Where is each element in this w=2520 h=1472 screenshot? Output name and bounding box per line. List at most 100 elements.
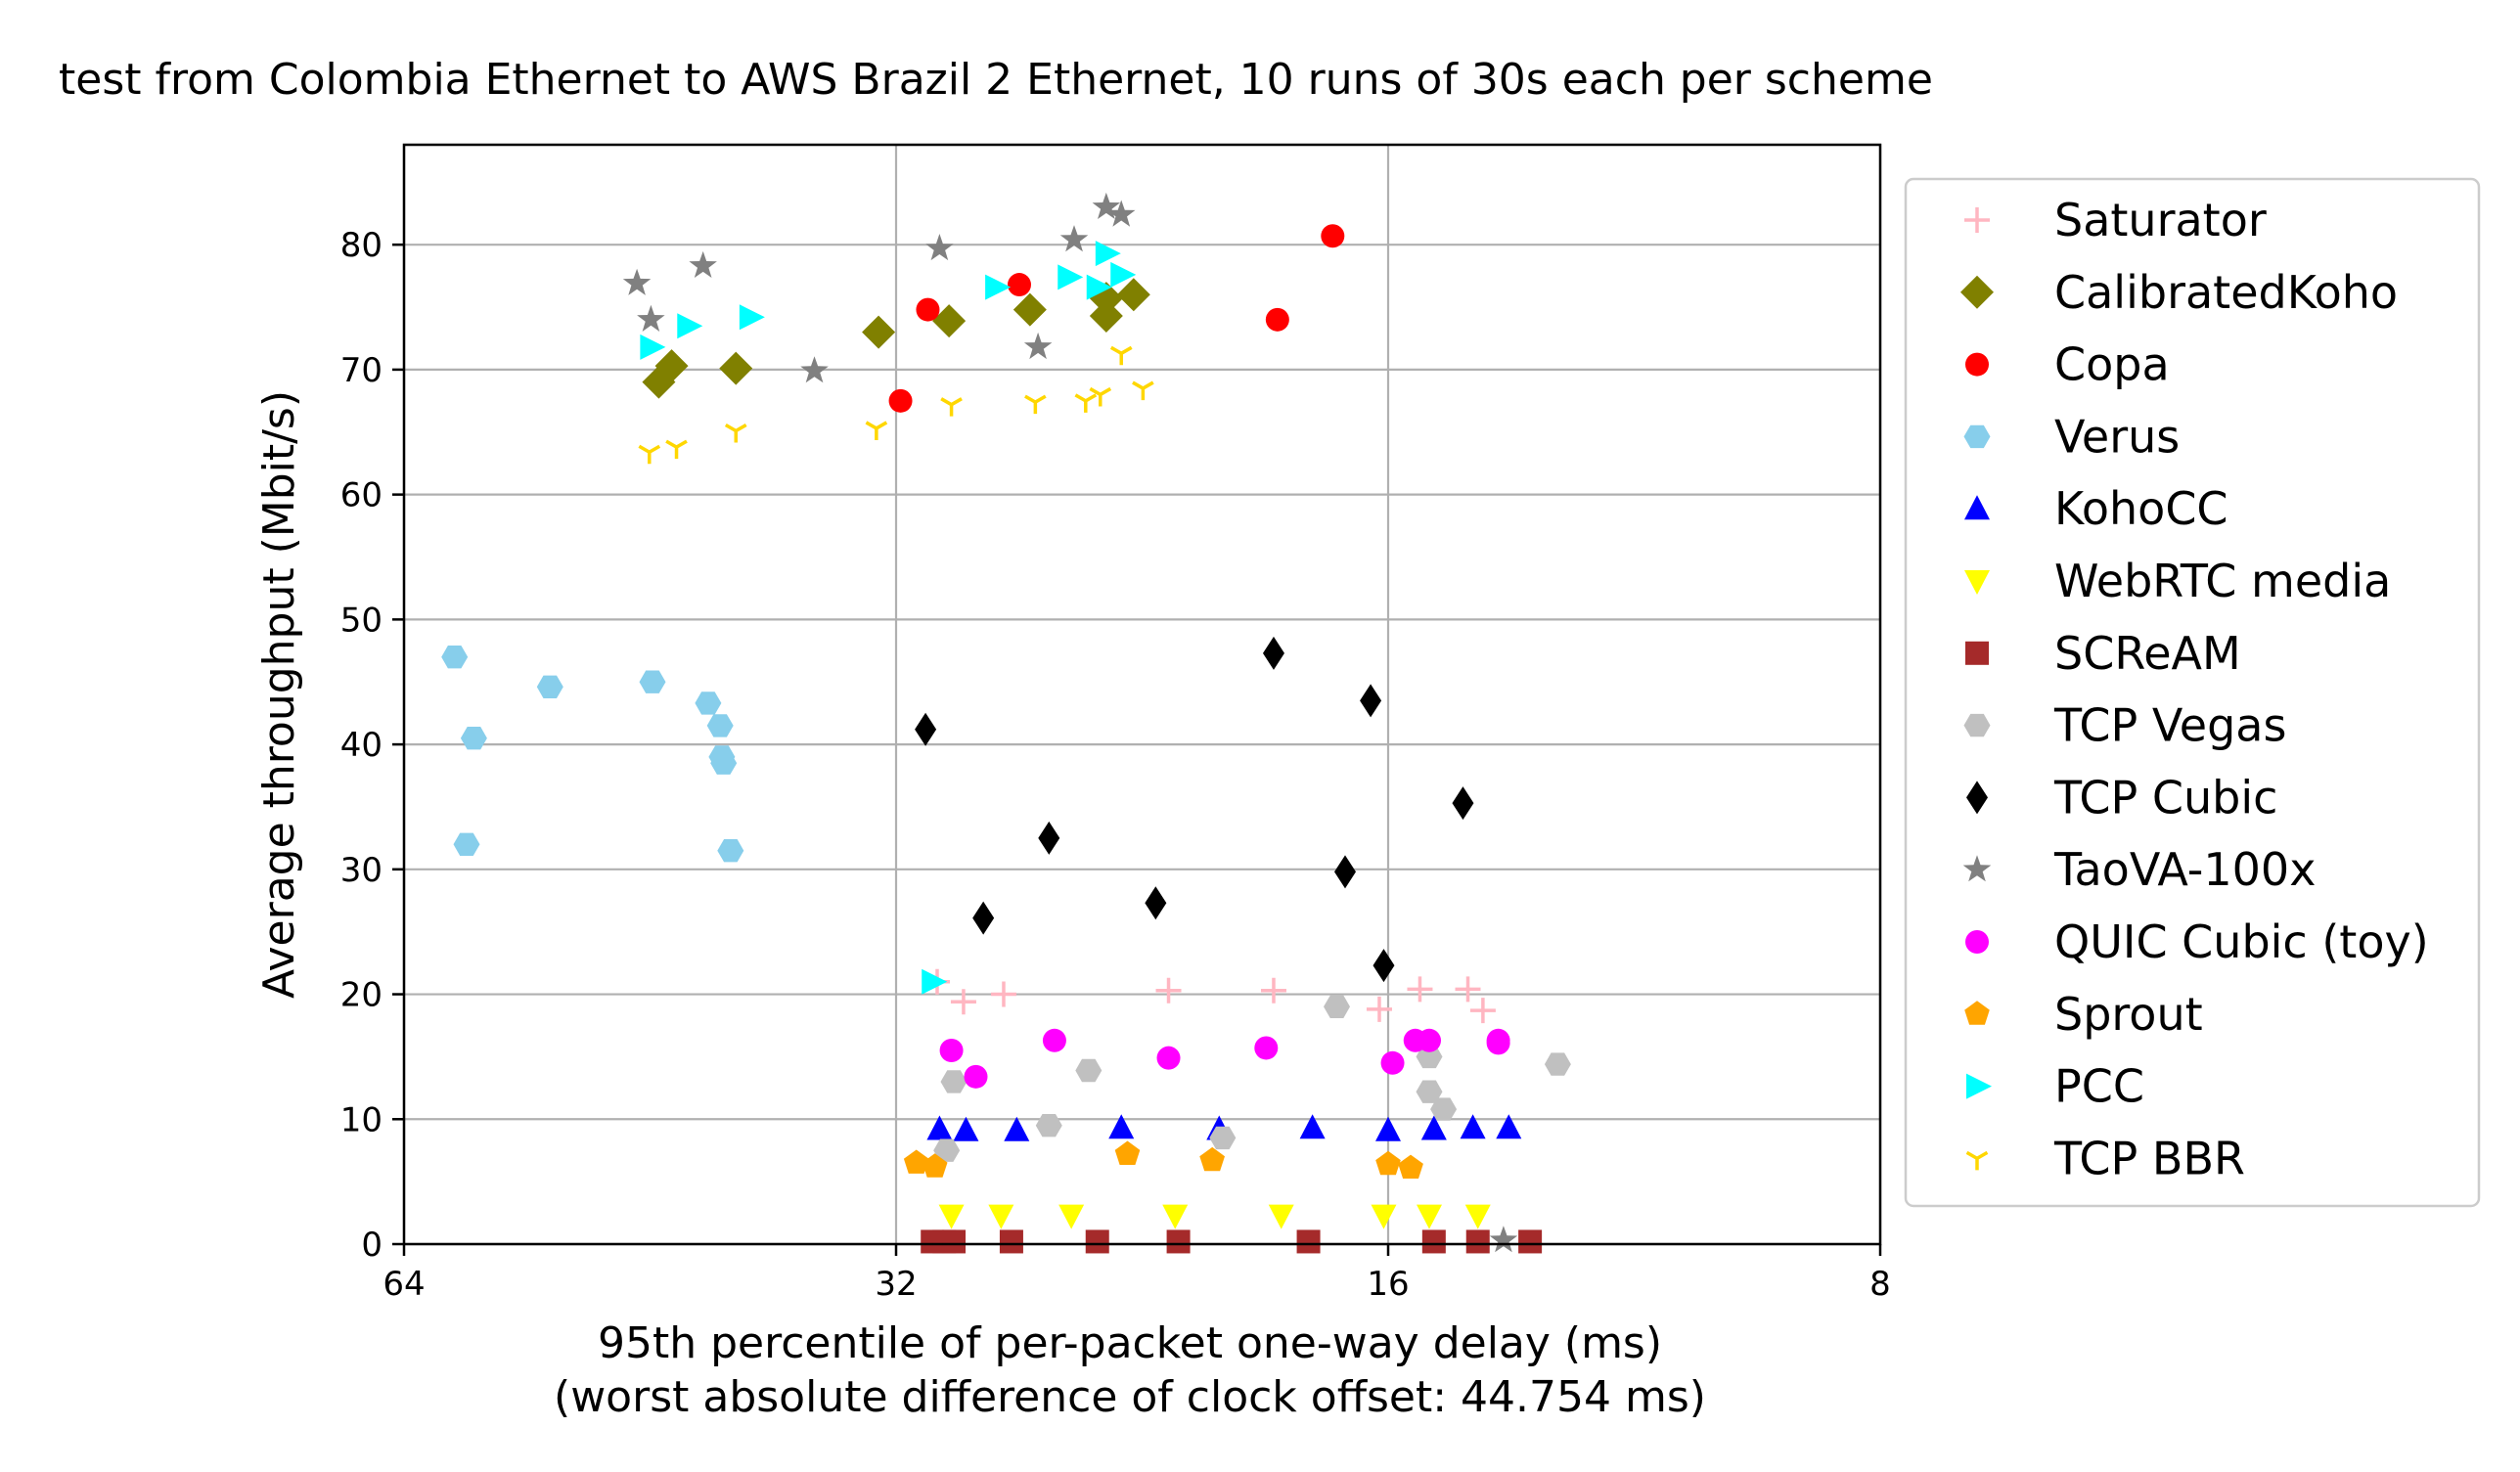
- data-point: [1035, 1114, 1062, 1137]
- data-point: [925, 234, 954, 261]
- data-point: [1417, 1204, 1443, 1229]
- series-tcp-cubic: [915, 636, 1474, 983]
- data-point: [938, 1204, 965, 1229]
- legend-label: Sprout: [2054, 988, 2203, 1041]
- data-point: [1075, 1058, 1102, 1083]
- data-point: [639, 670, 666, 693]
- series-sprout: [903, 1140, 1423, 1179]
- data-point: [862, 315, 896, 349]
- data-point: [1380, 1050, 1405, 1075]
- legend-marker: [1964, 495, 1990, 520]
- data-point: [1095, 241, 1121, 267]
- data-point: [1334, 855, 1357, 889]
- legend-label: PCC: [2054, 1060, 2144, 1113]
- legend-label: Saturator: [2054, 194, 2267, 246]
- data-point: [1260, 977, 1286, 1004]
- data-points: [441, 192, 1571, 1254]
- series-scream: [921, 1229, 1543, 1254]
- data-point: [724, 423, 747, 443]
- legend-marker: [1963, 424, 1991, 449]
- x-axis-sublabel: (worst absolute difference of clock offs…: [554, 1372, 1706, 1422]
- data-point: [1452, 786, 1474, 821]
- y-axis-label: Average throughput (Mbit/s): [254, 390, 304, 999]
- legend-label: TCP BBR: [2053, 1132, 2245, 1184]
- data-point: [950, 989, 976, 1015]
- data-point: [915, 712, 937, 746]
- x-tick-label: 32: [875, 1265, 917, 1304]
- data-point: [1059, 225, 1089, 252]
- data-point: [706, 714, 734, 737]
- series-copa: [888, 224, 1345, 413]
- legend-marker: [1963, 713, 1991, 737]
- data-point: [695, 691, 722, 715]
- series-tcp-vegas: [933, 995, 1571, 1162]
- data-point: [922, 968, 948, 995]
- legend-label: TaoVA-100x: [2053, 843, 2316, 896]
- data-point: [953, 1116, 979, 1141]
- data-point: [1421, 1229, 1446, 1254]
- data-point: [1430, 1097, 1458, 1121]
- legend-label: KohoCC: [2054, 482, 2228, 535]
- data-point: [640, 334, 666, 360]
- data-point: [888, 388, 913, 413]
- data-point: [1464, 1204, 1491, 1229]
- data-point: [1416, 1045, 1443, 1069]
- data-point: [865, 421, 888, 440]
- data-point: [536, 675, 563, 698]
- data-point: [1085, 1229, 1109, 1254]
- data-point: [999, 1229, 1023, 1254]
- data-point: [1024, 394, 1047, 415]
- legend-marker: [1964, 1001, 1990, 1025]
- x-tick-label: 16: [1367, 1265, 1409, 1304]
- data-point: [916, 297, 940, 322]
- data-point: [1465, 1229, 1490, 1254]
- data-point: [1023, 332, 1053, 360]
- data-point: [800, 356, 829, 383]
- series-pcc: [640, 241, 1137, 995]
- axis-ticks: 0 10 20 30 40 50 60 70 80 64 32 16 8: [340, 226, 1891, 1304]
- data-point: [1420, 1115, 1447, 1140]
- data-point: [942, 1229, 967, 1254]
- data-point: [1004, 1116, 1030, 1141]
- legend-label: Verus: [2054, 410, 2180, 463]
- y-tick-label: 70: [340, 351, 382, 390]
- data-point: [622, 268, 652, 295]
- data-point: [932, 304, 967, 338]
- data-point: [940, 1070, 968, 1093]
- plot-frame: [402, 143, 1882, 1246]
- data-point: [1518, 1229, 1543, 1254]
- data-point: [964, 1064, 988, 1089]
- legend-marker: [1965, 930, 1989, 954]
- x-axis-label: 95th percentile of per-packet one-way de…: [598, 1318, 1662, 1368]
- data-point: [1296, 1229, 1321, 1254]
- data-point: [638, 444, 661, 465]
- data-point: [1469, 998, 1496, 1024]
- y-tick-label: 80: [340, 226, 382, 265]
- data-point: [1058, 264, 1084, 290]
- data-point: [1114, 1140, 1141, 1165]
- data-point: [665, 439, 688, 460]
- data-point: [1268, 1204, 1294, 1229]
- series-quic-cubic-toy: [939, 1028, 1510, 1089]
- data-point: [1108, 1114, 1135, 1139]
- x-tick-label: 64: [382, 1265, 425, 1304]
- y-tick-label: 30: [340, 851, 382, 890]
- legend-marker: [1964, 570, 1990, 595]
- data-point: [1089, 298, 1123, 333]
- data-point: [1489, 1226, 1518, 1253]
- y-tick-label: 0: [361, 1226, 382, 1265]
- series-verus: [441, 646, 744, 863]
- x-tick-label: 8: [1869, 1265, 1891, 1304]
- data-point: [933, 1138, 961, 1162]
- legend-marker: [1965, 641, 1989, 665]
- data-point: [1375, 1150, 1401, 1176]
- series-kohocc: [926, 1114, 1522, 1141]
- data-point: [1107, 200, 1136, 227]
- data-point: [1209, 1126, 1237, 1150]
- legend-marker: [1966, 781, 1988, 815]
- legend-label: CalibratedKoho: [2054, 266, 2398, 319]
- legend-marker: [1965, 1150, 1989, 1171]
- data-point: [1460, 1114, 1486, 1139]
- data-point: [717, 839, 744, 863]
